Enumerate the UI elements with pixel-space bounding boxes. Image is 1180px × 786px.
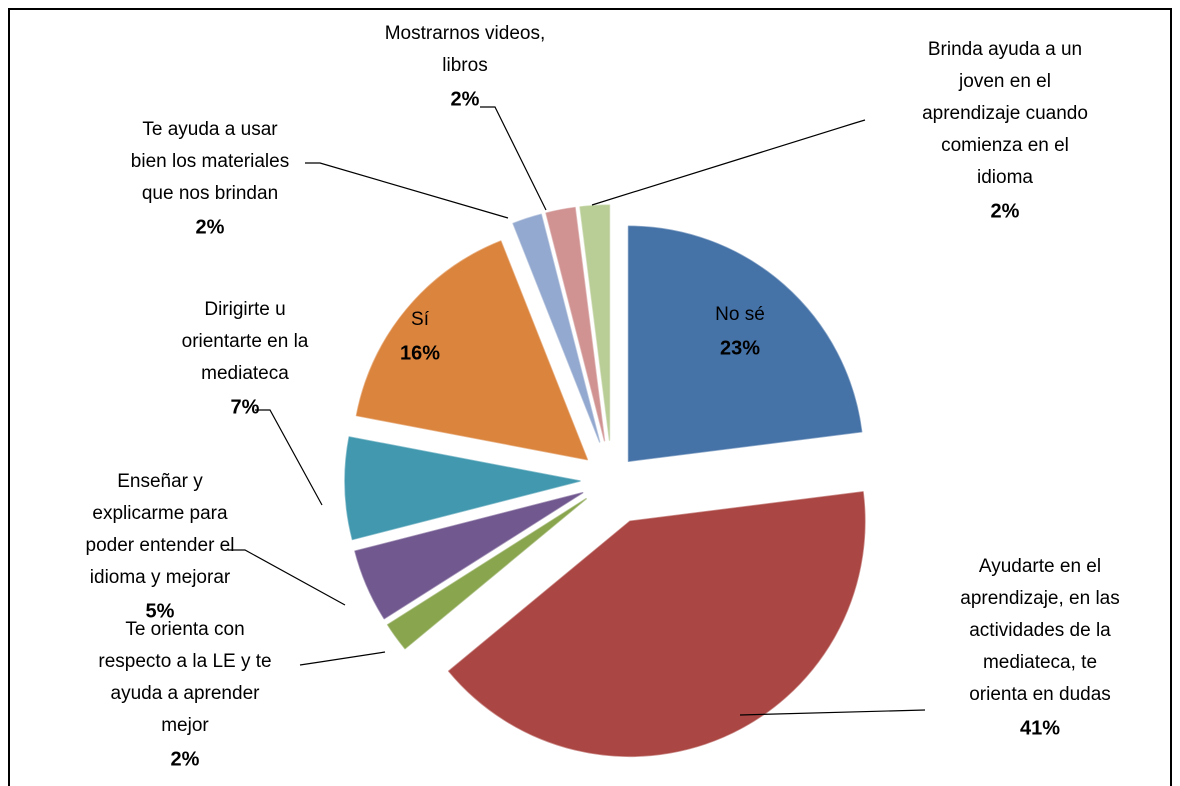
pie-slice (512, 213, 601, 443)
slice-label: joven en el (958, 71, 1051, 92)
slice-label: actividades de la (969, 620, 1111, 641)
pie-slice (579, 204, 611, 441)
pie-slice (344, 436, 581, 541)
leader-line (739, 709, 926, 716)
slice-label: Te ayuda a usar (142, 119, 278, 140)
value-label: 2% (451, 88, 480, 110)
slice-label: aprendizaje cuando (922, 103, 1088, 124)
leader-line (228, 549, 346, 606)
slice-label: libros (442, 55, 487, 76)
value-label: 7% (231, 396, 260, 418)
slice-label: No sé (715, 304, 765, 325)
slice-label: que nos brindan (142, 183, 278, 204)
pie-slice (448, 491, 866, 757)
leader-line (305, 162, 509, 219)
slice-label: Sí (411, 309, 430, 330)
slice-label: Mostrarnos videos, (385, 23, 546, 44)
slice-label: bien los materiales (131, 151, 289, 172)
value-label: 41% (1020, 717, 1060, 739)
slice-label: Dirigirte u (204, 299, 285, 320)
leader-line (480, 106, 547, 211)
slice-label: idioma (977, 167, 1033, 188)
slice-label: mediateca, te (983, 652, 1097, 673)
slice-label: Te orienta con (125, 619, 244, 640)
slice-label: poder entender el (86, 535, 235, 556)
pie-slice (545, 206, 606, 442)
slice-label: respecto a la LE y te (98, 651, 271, 672)
value-label: 2% (991, 200, 1020, 222)
value-label: 23% (720, 337, 760, 359)
slice-label: ayuda a aprender (111, 683, 261, 704)
leader-line (299, 651, 386, 666)
leader-line (255, 409, 323, 506)
slice-label: orientarte en la (182, 331, 309, 352)
slice-label: Ayudarte en el (979, 556, 1101, 577)
slice-label: orienta en dudas (969, 684, 1111, 705)
pie-slice (355, 240, 589, 461)
slice-label: explicarme para (92, 503, 228, 524)
slice-label: Brinda ayuda a un (928, 39, 1082, 60)
value-label: 5% (146, 600, 175, 622)
pie-slice (386, 498, 587, 650)
leader-line (591, 119, 866, 206)
slice-label: Enseñar y (117, 471, 203, 492)
slice-label: mediateca (201, 363, 289, 384)
slice-label: aprendizaje, en las (960, 588, 1120, 609)
slice-label: comienza en el (941, 135, 1069, 156)
pie-slice (354, 491, 584, 620)
pie-slice (627, 225, 863, 462)
chart-border (8, 8, 1172, 786)
value-label: 2% (196, 216, 225, 238)
value-label: 2% (171, 748, 200, 770)
slice-label: mejor (161, 715, 209, 736)
slice-label: idioma y mejorar (90, 567, 231, 588)
value-label: 16% (400, 342, 440, 364)
